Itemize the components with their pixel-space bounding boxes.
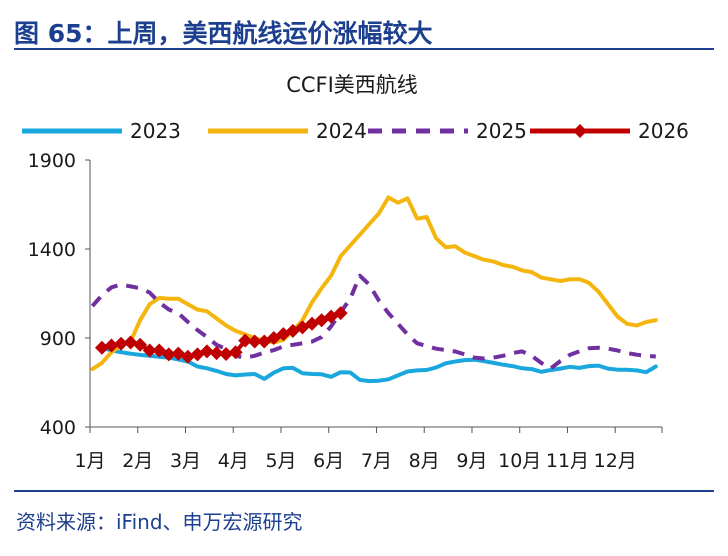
series-line-2025 bbox=[90, 273, 656, 371]
x-tick-label: 11月 bbox=[546, 450, 589, 472]
legend-label-2026: 2026 bbox=[638, 119, 689, 143]
series-point-2026 bbox=[238, 333, 253, 348]
series-point-2026 bbox=[228, 345, 243, 360]
legend-marker-2026 bbox=[573, 124, 587, 138]
x-tick-label: 12月 bbox=[594, 450, 637, 472]
legend-label-2023: 2023 bbox=[130, 119, 181, 143]
x-tick-label: 3月 bbox=[170, 450, 201, 472]
legend-label-2024: 2024 bbox=[316, 119, 367, 143]
series-point-2026 bbox=[219, 347, 234, 362]
series-point-2026 bbox=[123, 335, 138, 350]
figure-title: 图 65：上周，美西航线运价涨幅较大 bbox=[14, 19, 433, 48]
x-tick-label: 1月 bbox=[74, 450, 105, 472]
series-point-2026 bbox=[209, 346, 224, 361]
y-tick-label: 1400 bbox=[28, 239, 76, 261]
y-tick-label: 400 bbox=[40, 417, 76, 439]
series-point-2026 bbox=[333, 306, 348, 321]
x-tick-label: 9月 bbox=[456, 450, 487, 472]
legend: 2023 2024 2025 2026 bbox=[22, 119, 689, 143]
title-divider bbox=[14, 48, 714, 50]
series-point-2026 bbox=[247, 334, 262, 349]
series-point-2026 bbox=[133, 337, 148, 352]
axes: 400 900 1400 1900 1月 2月 3月 4月 5月 6月 7月 8月 9月 10月 11月 12… bbox=[28, 150, 663, 472]
series-point-2026 bbox=[142, 343, 157, 358]
y-tick-label: 1900 bbox=[28, 150, 76, 172]
x-tick-label: 10月 bbox=[498, 450, 541, 472]
series-line-2024 bbox=[90, 195, 658, 372]
legend-label-2025: 2025 bbox=[476, 119, 527, 143]
chart-title: CCFI美西航线 bbox=[286, 73, 418, 97]
series-point-2026 bbox=[180, 349, 195, 364]
x-tick-label: 5月 bbox=[265, 450, 296, 472]
series-layer bbox=[90, 195, 658, 384]
series-point-2026 bbox=[161, 347, 176, 362]
series-line-2023 bbox=[99, 345, 658, 384]
series-point-2026 bbox=[199, 344, 214, 359]
series-point-2026 bbox=[114, 336, 129, 351]
x-tick-label: 6月 bbox=[313, 450, 344, 472]
x-tick-label: 7月 bbox=[361, 450, 392, 472]
source-note: 资料来源：iFind、申万宏源研究 bbox=[16, 510, 303, 534]
y-tick-label: 900 bbox=[40, 328, 76, 350]
series-point-2026 bbox=[104, 338, 119, 353]
x-tick-label: 4月 bbox=[218, 450, 249, 472]
x-tick-label: 2月 bbox=[122, 450, 153, 472]
footer-divider bbox=[14, 490, 714, 492]
x-tick-label: 8月 bbox=[409, 450, 440, 472]
series-point-2026 bbox=[94, 340, 109, 355]
